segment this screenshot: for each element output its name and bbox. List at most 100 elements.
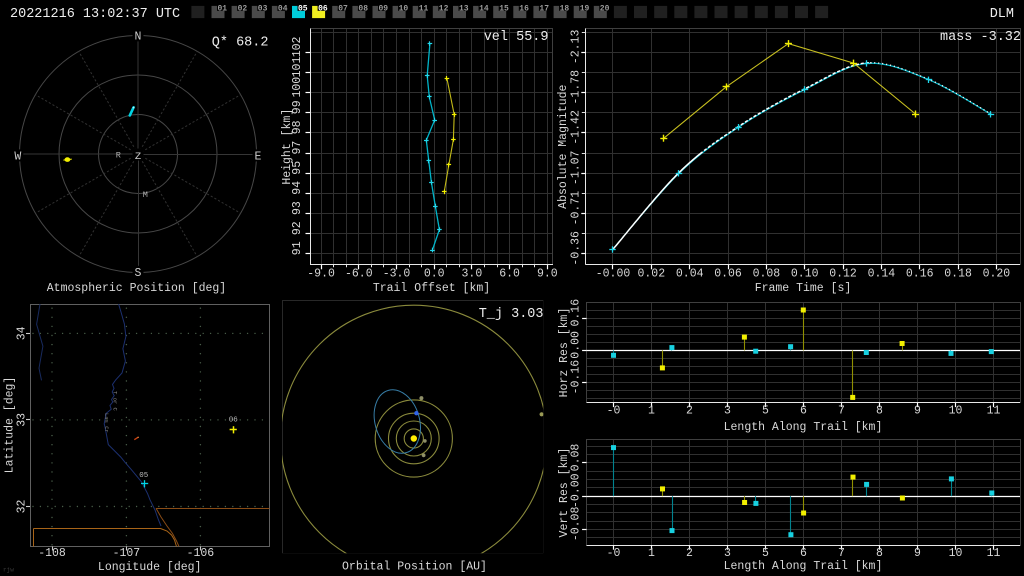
- svg-text:-9.0: -9.0: [307, 268, 335, 281]
- svg-text:9: 9: [914, 405, 921, 418]
- svg-text:Las Cr: Las Cr: [103, 413, 110, 433]
- svg-text:1: 1: [648, 405, 655, 418]
- svg-text:20221216 13:02:37 UTC: 20221216 13:02:37 UTC: [10, 7, 180, 22]
- svg-text:5: 5: [762, 405, 769, 418]
- svg-text:05: 05: [139, 472, 149, 480]
- svg-text:06: 06: [318, 4, 328, 13]
- svg-text:0.12: 0.12: [829, 268, 857, 281]
- svg-text:9: 9: [914, 547, 921, 560]
- svg-text:0.10: 0.10: [791, 268, 819, 281]
- svg-text:mass -3.32: mass -3.32: [940, 30, 1021, 45]
- svg-text:rjw: rjw: [3, 567, 14, 574]
- svg-text:-3.0: -3.0: [383, 268, 411, 281]
- svg-text:-0.36: -0.36: [570, 231, 583, 266]
- svg-text:3: 3: [724, 547, 731, 560]
- svg-text:10: 10: [399, 4, 409, 13]
- svg-text:3: 3: [724, 405, 731, 418]
- svg-text:0.04: 0.04: [676, 268, 704, 281]
- svg-text:-0: -0: [607, 405, 621, 418]
- svg-text:09: 09: [378, 4, 388, 13]
- svg-text:0.14: 0.14: [868, 268, 896, 281]
- svg-text:94: 94: [291, 181, 304, 195]
- svg-text:-0.08: -0.08: [570, 507, 583, 542]
- svg-text:92: 92: [291, 221, 304, 235]
- svg-text:Latitude [deg]: Latitude [deg]: [4, 377, 17, 474]
- svg-text:10: 10: [949, 405, 963, 418]
- svg-text:Absolute Magnitude: Absolute Magnitude: [557, 84, 570, 208]
- svg-text:-0.00: -0.00: [570, 473, 583, 508]
- svg-text:14: 14: [479, 4, 489, 13]
- svg-text:-0.16: -0.16: [570, 360, 583, 395]
- svg-text:19: 19: [580, 4, 590, 13]
- svg-text:0.18: 0.18: [944, 268, 972, 281]
- svg-text:7: 7: [838, 547, 845, 560]
- svg-text:Length Along Trail [km]: Length Along Trail [km]: [724, 560, 883, 573]
- svg-text:Frame Time [s]: Frame Time [s]: [755, 282, 852, 295]
- svg-text:99: 99: [291, 100, 304, 114]
- svg-text:Vert Res [km]: Vert Res [km]: [558, 448, 571, 538]
- svg-text:06: 06: [229, 417, 239, 425]
- svg-text:-0.00: -0.00: [596, 268, 631, 281]
- svg-text:Longitude [deg]: Longitude [deg]: [98, 561, 202, 574]
- svg-text:Orbital Position [AU]: Orbital Position [AU]: [342, 561, 487, 574]
- svg-text:15: 15: [499, 4, 509, 13]
- svg-text:03: 03: [258, 4, 268, 13]
- svg-text:R: R: [116, 151, 121, 161]
- svg-text:5: 5: [762, 547, 769, 560]
- svg-text:M: M: [143, 190, 148, 200]
- svg-text:05: 05: [298, 4, 308, 13]
- svg-text:91: 91: [291, 241, 304, 255]
- svg-text:102: 102: [291, 36, 304, 57]
- svg-text:100: 100: [291, 77, 304, 98]
- svg-text:1: 1: [648, 547, 655, 560]
- svg-text:04: 04: [278, 4, 288, 13]
- svg-text:3.0: 3.0: [462, 268, 483, 281]
- svg-text:0.00: 0.00: [570, 331, 583, 359]
- svg-text:9.0: 9.0: [537, 268, 558, 281]
- svg-text:6.0: 6.0: [499, 268, 520, 281]
- svg-text:0.16: 0.16: [570, 299, 583, 327]
- svg-text:95: 95: [291, 161, 304, 175]
- svg-text:-0.71: -0.71: [570, 191, 583, 226]
- svg-text:2: 2: [686, 405, 693, 418]
- svg-text:0.06: 0.06: [714, 268, 742, 281]
- svg-text:E: E: [255, 151, 262, 164]
- svg-text:11: 11: [987, 405, 1001, 418]
- svg-text:93: 93: [291, 201, 304, 215]
- svg-text:32: 32: [16, 500, 29, 514]
- svg-text:2: 2: [686, 547, 693, 560]
- svg-text:20: 20: [600, 4, 610, 13]
- svg-text:33: 33: [16, 413, 29, 427]
- svg-text:-1.42: -1.42: [570, 110, 583, 145]
- svg-text:34: 34: [16, 326, 29, 340]
- svg-text:vel 55.9: vel 55.9: [484, 30, 549, 45]
- svg-text:Horz Res [km]: Horz Res [km]: [558, 308, 571, 398]
- svg-text:0.08: 0.08: [753, 268, 781, 281]
- svg-text:-0: -0: [607, 547, 621, 560]
- svg-text:08: 08: [358, 4, 368, 13]
- svg-text:Length Along Trail [km]: Length Along Trail [km]: [724, 421, 883, 434]
- svg-text:DLM: DLM: [990, 7, 1014, 22]
- svg-text:13: 13: [459, 4, 469, 13]
- svg-text:S: S: [135, 267, 142, 280]
- svg-text:7: 7: [838, 405, 845, 418]
- svg-text:98: 98: [291, 120, 304, 134]
- svg-text:6: 6: [800, 405, 807, 418]
- svg-text:01: 01: [217, 4, 227, 13]
- svg-text:11: 11: [419, 4, 429, 13]
- svg-text:N: N: [135, 31, 142, 44]
- svg-text:-107: -107: [113, 547, 141, 560]
- svg-text:17: 17: [539, 4, 549, 13]
- svg-text:Trail Offset [km]: Trail Offset [km]: [373, 282, 490, 295]
- svg-text:6: 6: [800, 547, 807, 560]
- svg-text:Height [km]: Height [km]: [281, 109, 294, 185]
- svg-text:8: 8: [876, 547, 883, 560]
- svg-text:-1.07: -1.07: [570, 151, 583, 186]
- svg-text:-1.78: -1.78: [570, 70, 583, 105]
- svg-text:W: W: [14, 151, 21, 164]
- svg-text:0.20: 0.20: [983, 268, 1011, 281]
- svg-text:02: 02: [238, 4, 248, 13]
- svg-text:18: 18: [560, 4, 570, 13]
- svg-text:12: 12: [439, 4, 449, 13]
- svg-text:0.16: 0.16: [906, 268, 934, 281]
